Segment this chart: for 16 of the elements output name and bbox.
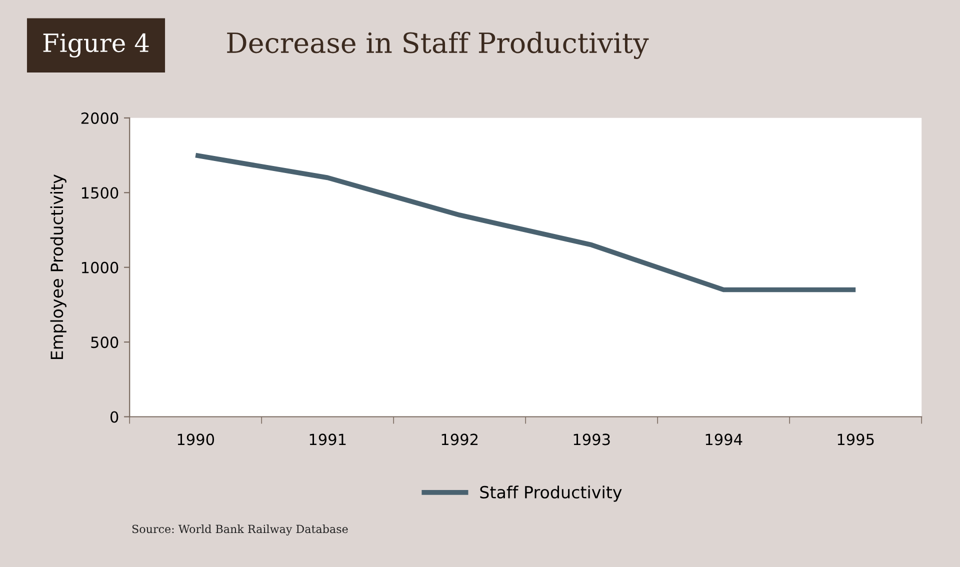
source-note: Source: World Bank Railway Database xyxy=(132,524,348,536)
y-tick-label: 0 xyxy=(110,411,118,423)
legend-label: Staff Productivity xyxy=(480,486,622,502)
y-axis-title: Employee Productivity xyxy=(50,174,66,360)
y-tick-label: 500 xyxy=(91,336,118,348)
x-tick-label: 1993 xyxy=(574,434,610,446)
caption: Figure 4 xyxy=(43,33,149,58)
x-tick-label: 1991 xyxy=(310,434,346,446)
y-tick-label: 2000 xyxy=(81,112,118,124)
chart-title: Decrease in Staff Productivity xyxy=(227,32,649,59)
x-tick-label: 1994 xyxy=(706,434,742,446)
x-tick-label: 1990 xyxy=(178,434,214,446)
y-tick-label: 1500 xyxy=(82,187,118,199)
x-tick-label: 1992 xyxy=(442,434,478,446)
y-tick-label: 1000 xyxy=(82,262,118,274)
x-tick-label: 1995 xyxy=(838,434,874,446)
